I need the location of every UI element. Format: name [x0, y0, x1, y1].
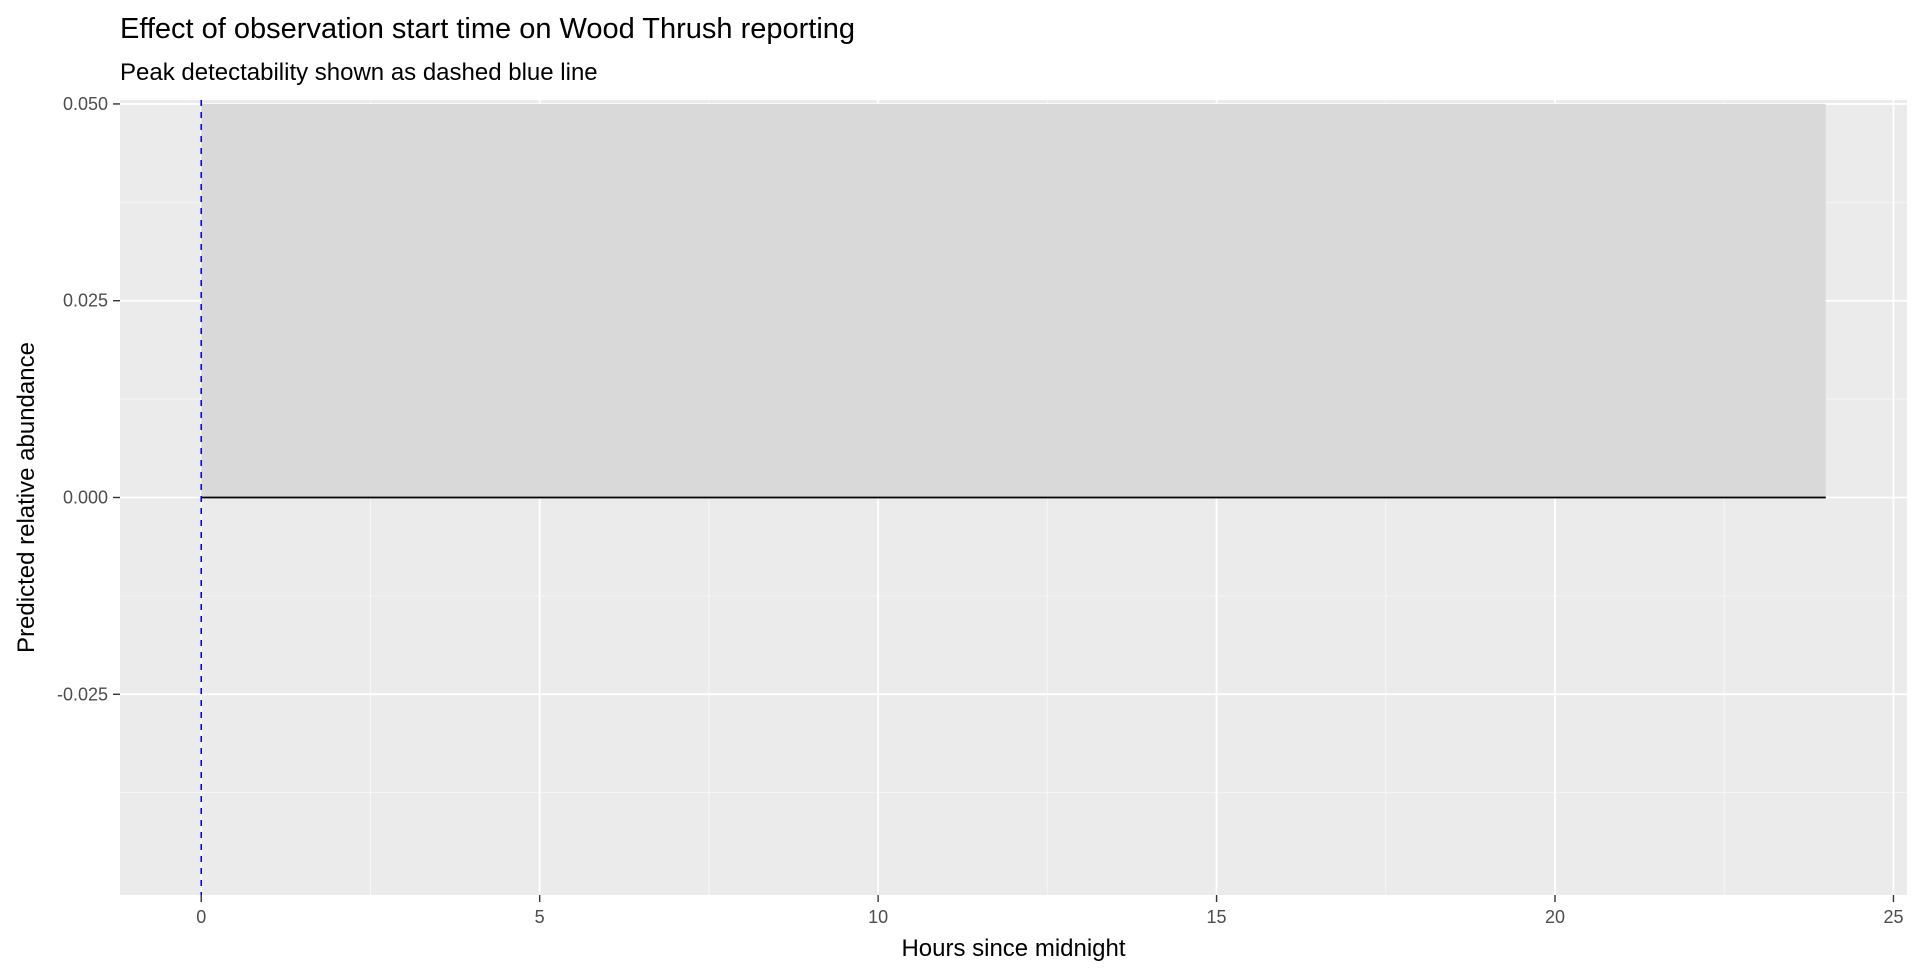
x-tick-label: 5 [535, 907, 545, 927]
y-axis-title: Predicted relative abundance [13, 342, 40, 653]
x-tick-label: 10 [868, 907, 888, 927]
chart-title: Effect of observation start time on Wood… [120, 13, 855, 45]
y-tick-label: 0.000 [63, 488, 108, 508]
x-axis: 0 5 10 15 20 25 [196, 895, 1903, 927]
y-tick-label: 0.050 [63, 94, 108, 114]
x-tick-label: 25 [1883, 907, 1903, 927]
x-tick-label: 0 [196, 907, 206, 927]
x-tick-label: 20 [1545, 907, 1565, 927]
confidence-ribbons [201, 103, 1826, 498]
chart-subtitle: Peak detectability shown as dashed blue … [120, 59, 598, 86]
confidence-ribbon [201, 103, 1826, 498]
x-axis-title: Hours since midnight [901, 935, 1125, 962]
x-tick-label: 15 [1207, 907, 1227, 927]
y-tick-label: 0.025 [63, 291, 108, 311]
y-tick-label: -0.025 [57, 684, 108, 704]
y-axis: -0.025 0.000 0.025 0.050 [57, 94, 120, 704]
